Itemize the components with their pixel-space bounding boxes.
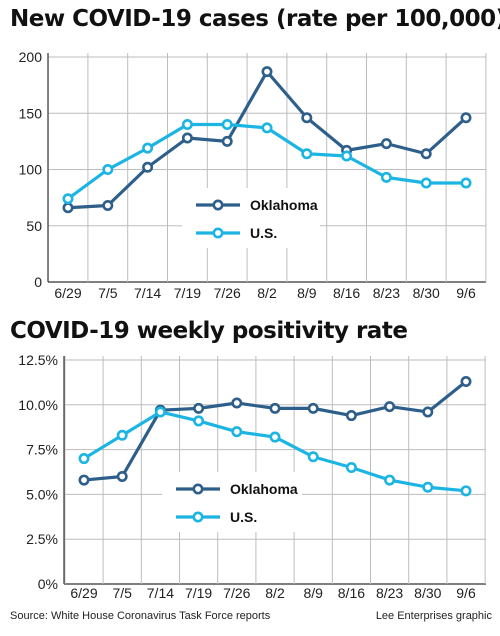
legend-box (162, 472, 302, 532)
y-tick-label: 150 (19, 105, 43, 121)
legend-swatch-marker (212, 199, 224, 211)
data-point-us (102, 164, 114, 176)
legend-swatch-marker (192, 483, 204, 495)
x-tick-label: 6/29 (70, 585, 97, 601)
data-point-us (301, 148, 313, 160)
data-point-us (221, 119, 233, 131)
data-point-oklahoma (142, 161, 154, 173)
x-tick-label: 6/29 (54, 285, 81, 301)
y-tick-label: 0 (34, 274, 42, 290)
x-tick-label: 8/9 (303, 585, 323, 601)
data-point-us (62, 193, 74, 205)
x-tick-label: 7/5 (112, 585, 132, 601)
cases-chart: 0 50 100 150 200 6/29 7/5 7/14 7/19 7/26 8/2 8/9 8/1… (19, 49, 487, 301)
data-point-us (341, 150, 353, 162)
x-tick-label: 8/23 (373, 285, 400, 301)
data-point-oklahoma (307, 402, 319, 414)
y-tick-label: 7.5% (26, 442, 58, 458)
data-point-oklahoma (422, 406, 434, 418)
data-point-oklahoma (460, 376, 472, 388)
y-tick-label: 50 (26, 218, 42, 234)
data-point-us (154, 406, 166, 418)
data-point-oklahoma (231, 397, 243, 409)
data-point-us (78, 453, 90, 465)
data-point-oklahoma (269, 402, 281, 414)
data-point-us (116, 429, 128, 441)
data-point-us (380, 171, 392, 183)
legend-label: Oklahoma (230, 481, 298, 497)
data-point-us (193, 415, 205, 427)
data-point-us (460, 177, 472, 189)
legend-swatch-marker (212, 227, 224, 239)
y-tick-label: 100 (19, 162, 43, 178)
data-point-us (307, 451, 319, 463)
x-tick-label: 7/14 (134, 285, 161, 301)
x-tick-label: 8/16 (333, 285, 360, 301)
x-tick-label: 9/6 (456, 285, 476, 301)
data-point-oklahoma (193, 402, 205, 414)
data-point-us (422, 481, 434, 493)
x-tick-label: 8/30 (413, 285, 440, 301)
x-tick-label: 7/14 (147, 585, 174, 601)
x-tick-label: 7/26 (214, 285, 241, 301)
x-tick-label: 7/19 (185, 585, 212, 601)
data-point-us (269, 431, 281, 443)
legend-swatch-marker (192, 511, 204, 523)
y-tick-label: 5.0% (26, 486, 58, 502)
chart-title-cases: New COVID-19 cases (rate per 100,000) (10, 6, 500, 32)
data-point-us (460, 485, 472, 497)
data-point-oklahoma (116, 470, 128, 482)
legend-label: U.S. (230, 509, 257, 525)
credit-note: Lee Enterprises graphic (375, 610, 492, 622)
data-point-us (384, 474, 396, 486)
x-tick-label: 8/30 (414, 585, 441, 601)
data-point-us (420, 177, 432, 189)
data-point-oklahoma (301, 112, 313, 124)
x-tick-label: 8/9 (297, 285, 317, 301)
legend-label: U.S. (250, 225, 277, 241)
y-tick-label: 200 (19, 49, 43, 65)
legend-box (182, 188, 320, 248)
data-point-us (181, 119, 193, 131)
x-tick-label: 7/5 (98, 285, 118, 301)
data-point-us (231, 426, 243, 438)
data-point-oklahoma (221, 135, 233, 147)
data-point-oklahoma (261, 66, 273, 78)
x-tick-label: 8/2 (257, 285, 277, 301)
positivity-chart: 0% 2.5% 5.0% 7.5% 10.0% 12.5% 6/29 7/5 7/14 7/19 7… (18, 352, 486, 601)
x-tick-label: 7/19 (174, 285, 201, 301)
data-point-us (261, 122, 273, 134)
data-point-oklahoma (384, 401, 396, 413)
x-tick-label: 8/2 (265, 585, 285, 601)
chart-title-positivity: COVID-19 weekly positivity rate (10, 318, 408, 344)
x-tick-label: 8/16 (338, 585, 365, 601)
x-tick-label: 9/6 (456, 585, 476, 601)
data-point-oklahoma (78, 474, 90, 486)
data-point-oklahoma (102, 200, 114, 212)
data-point-oklahoma (181, 132, 193, 144)
y-tick-label: 10.0% (18, 397, 58, 413)
data-point-oklahoma (380, 138, 392, 150)
legend-label: Oklahoma (250, 197, 318, 213)
data-point-oklahoma (460, 112, 472, 124)
x-tick-label: 8/23 (376, 585, 403, 601)
source-note: Source: White House Coronavirus Task For… (10, 610, 271, 622)
y-tick-label: 2.5% (26, 531, 58, 547)
x-tick-label: 7/26 (223, 585, 250, 601)
y-tick-label: 0% (38, 576, 58, 592)
data-point-us (345, 462, 357, 474)
data-point-us (142, 142, 154, 154)
y-tick-label: 12.5% (18, 352, 58, 368)
data-point-oklahoma (420, 148, 432, 160)
data-point-oklahoma (345, 410, 357, 422)
